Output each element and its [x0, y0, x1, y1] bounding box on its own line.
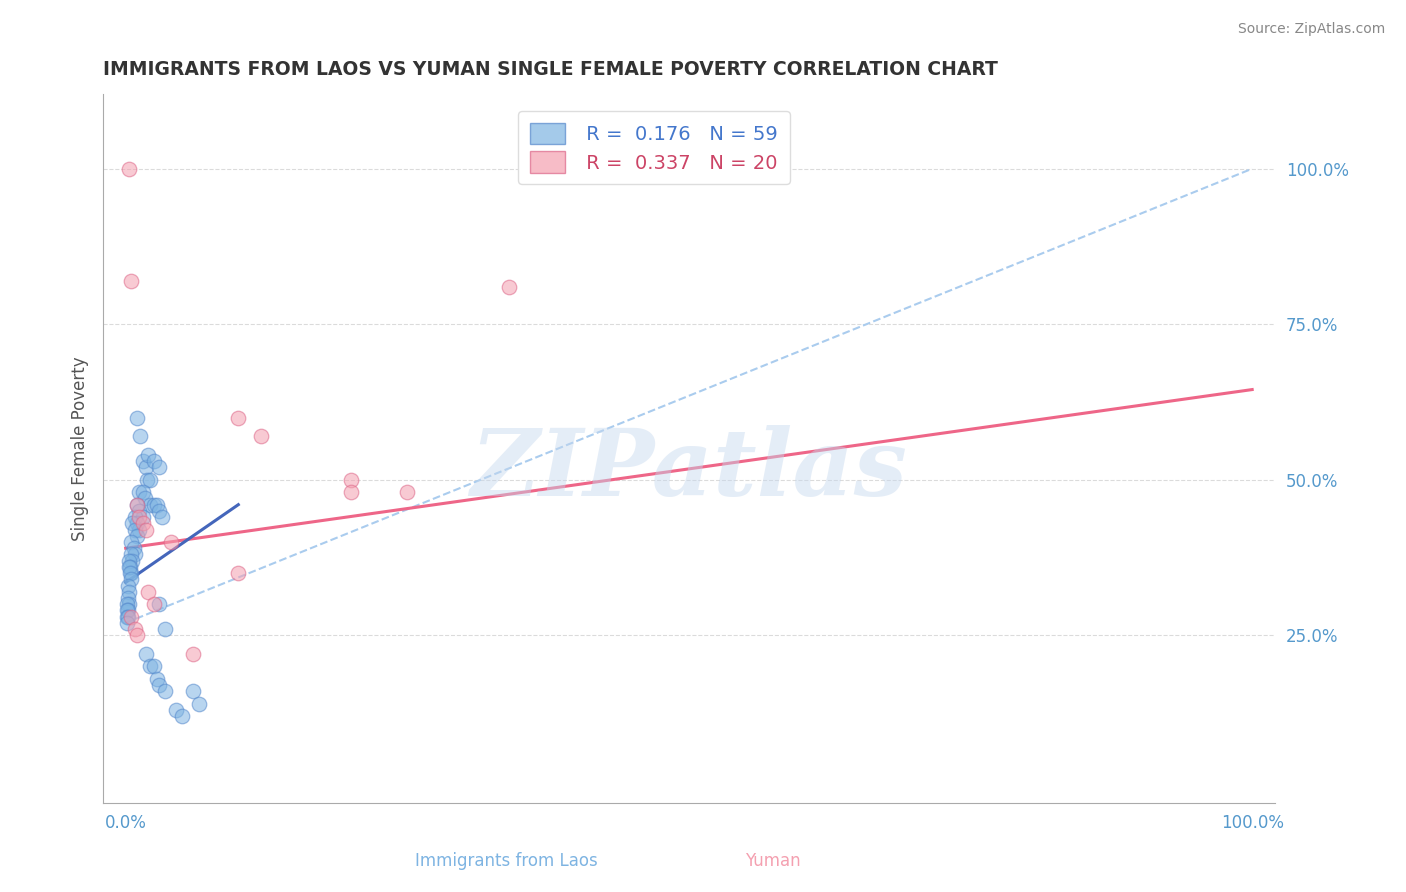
Text: Source: ZipAtlas.com: Source: ZipAtlas.com — [1237, 22, 1385, 37]
Point — [187, 697, 209, 711]
Point — [120, 566, 142, 580]
Point — [125, 529, 148, 543]
Point — [135, 460, 157, 475]
Point — [128, 510, 150, 524]
Point — [142, 498, 165, 512]
Point — [128, 523, 150, 537]
Point — [131, 510, 153, 524]
Point — [115, 597, 138, 611]
Point — [125, 410, 148, 425]
Point — [120, 274, 142, 288]
Point — [139, 473, 162, 487]
Point — [139, 498, 162, 512]
Point — [498, 280, 520, 294]
Point — [142, 659, 165, 673]
Point — [136, 584, 159, 599]
Point — [117, 603, 139, 617]
Point — [118, 584, 141, 599]
Point — [118, 554, 141, 568]
Point — [128, 504, 150, 518]
Point — [131, 485, 153, 500]
Point — [340, 473, 363, 487]
Point — [120, 572, 142, 586]
Point — [128, 485, 150, 500]
Point — [340, 485, 363, 500]
Point — [129, 429, 152, 443]
Point — [153, 622, 176, 636]
Text: IMMIGRANTS FROM LAOS VS YUMAN SINGLE FEMALE POVERTY CORRELATION CHART: IMMIGRANTS FROM LAOS VS YUMAN SINGLE FEM… — [103, 60, 998, 78]
Text: Yuman: Yuman — [745, 852, 801, 870]
Point — [117, 578, 139, 592]
Point — [134, 491, 156, 506]
Point — [118, 161, 141, 176]
Point — [115, 615, 138, 630]
Point — [125, 498, 148, 512]
Point — [125, 628, 148, 642]
Point — [142, 454, 165, 468]
Point — [148, 504, 170, 518]
Point — [136, 473, 159, 487]
Legend:  R =  0.176   N = 59,  R =  0.337   N = 20: R = 0.176 N = 59, R = 0.337 N = 20 — [517, 111, 790, 185]
Point — [120, 548, 142, 562]
Point — [396, 485, 419, 500]
Point — [148, 678, 170, 692]
Point — [148, 597, 170, 611]
Point — [118, 560, 141, 574]
Point — [122, 541, 145, 556]
Point — [181, 647, 204, 661]
Point — [117, 609, 139, 624]
Point — [250, 429, 273, 443]
Point — [226, 566, 249, 580]
Point — [120, 566, 142, 580]
Point — [125, 516, 148, 531]
Point — [181, 684, 204, 698]
Point — [139, 659, 162, 673]
Point — [148, 460, 170, 475]
Point — [124, 510, 146, 524]
Point — [226, 410, 249, 425]
Point — [131, 516, 153, 531]
Text: Immigrants from Laos: Immigrants from Laos — [415, 852, 598, 870]
Point — [146, 672, 169, 686]
Point — [142, 597, 165, 611]
Point — [120, 535, 142, 549]
Point — [124, 523, 146, 537]
Text: ZIPatlas: ZIPatlas — [471, 425, 907, 515]
Point — [131, 454, 153, 468]
Point — [150, 510, 173, 524]
Point — [135, 647, 157, 661]
Point — [146, 498, 169, 512]
Point — [124, 622, 146, 636]
Point — [165, 703, 187, 717]
Point — [115, 603, 138, 617]
Point — [120, 560, 142, 574]
Point — [117, 591, 139, 605]
Point — [135, 523, 157, 537]
Point — [153, 684, 176, 698]
Point — [124, 548, 146, 562]
Y-axis label: Single Female Poverty: Single Female Poverty — [72, 357, 89, 541]
Point — [159, 535, 181, 549]
Point — [121, 554, 143, 568]
Point — [121, 516, 143, 531]
Point — [118, 597, 141, 611]
Point — [125, 498, 148, 512]
Point — [170, 709, 193, 723]
Point — [115, 609, 138, 624]
Point — [136, 448, 159, 462]
Point — [120, 609, 142, 624]
